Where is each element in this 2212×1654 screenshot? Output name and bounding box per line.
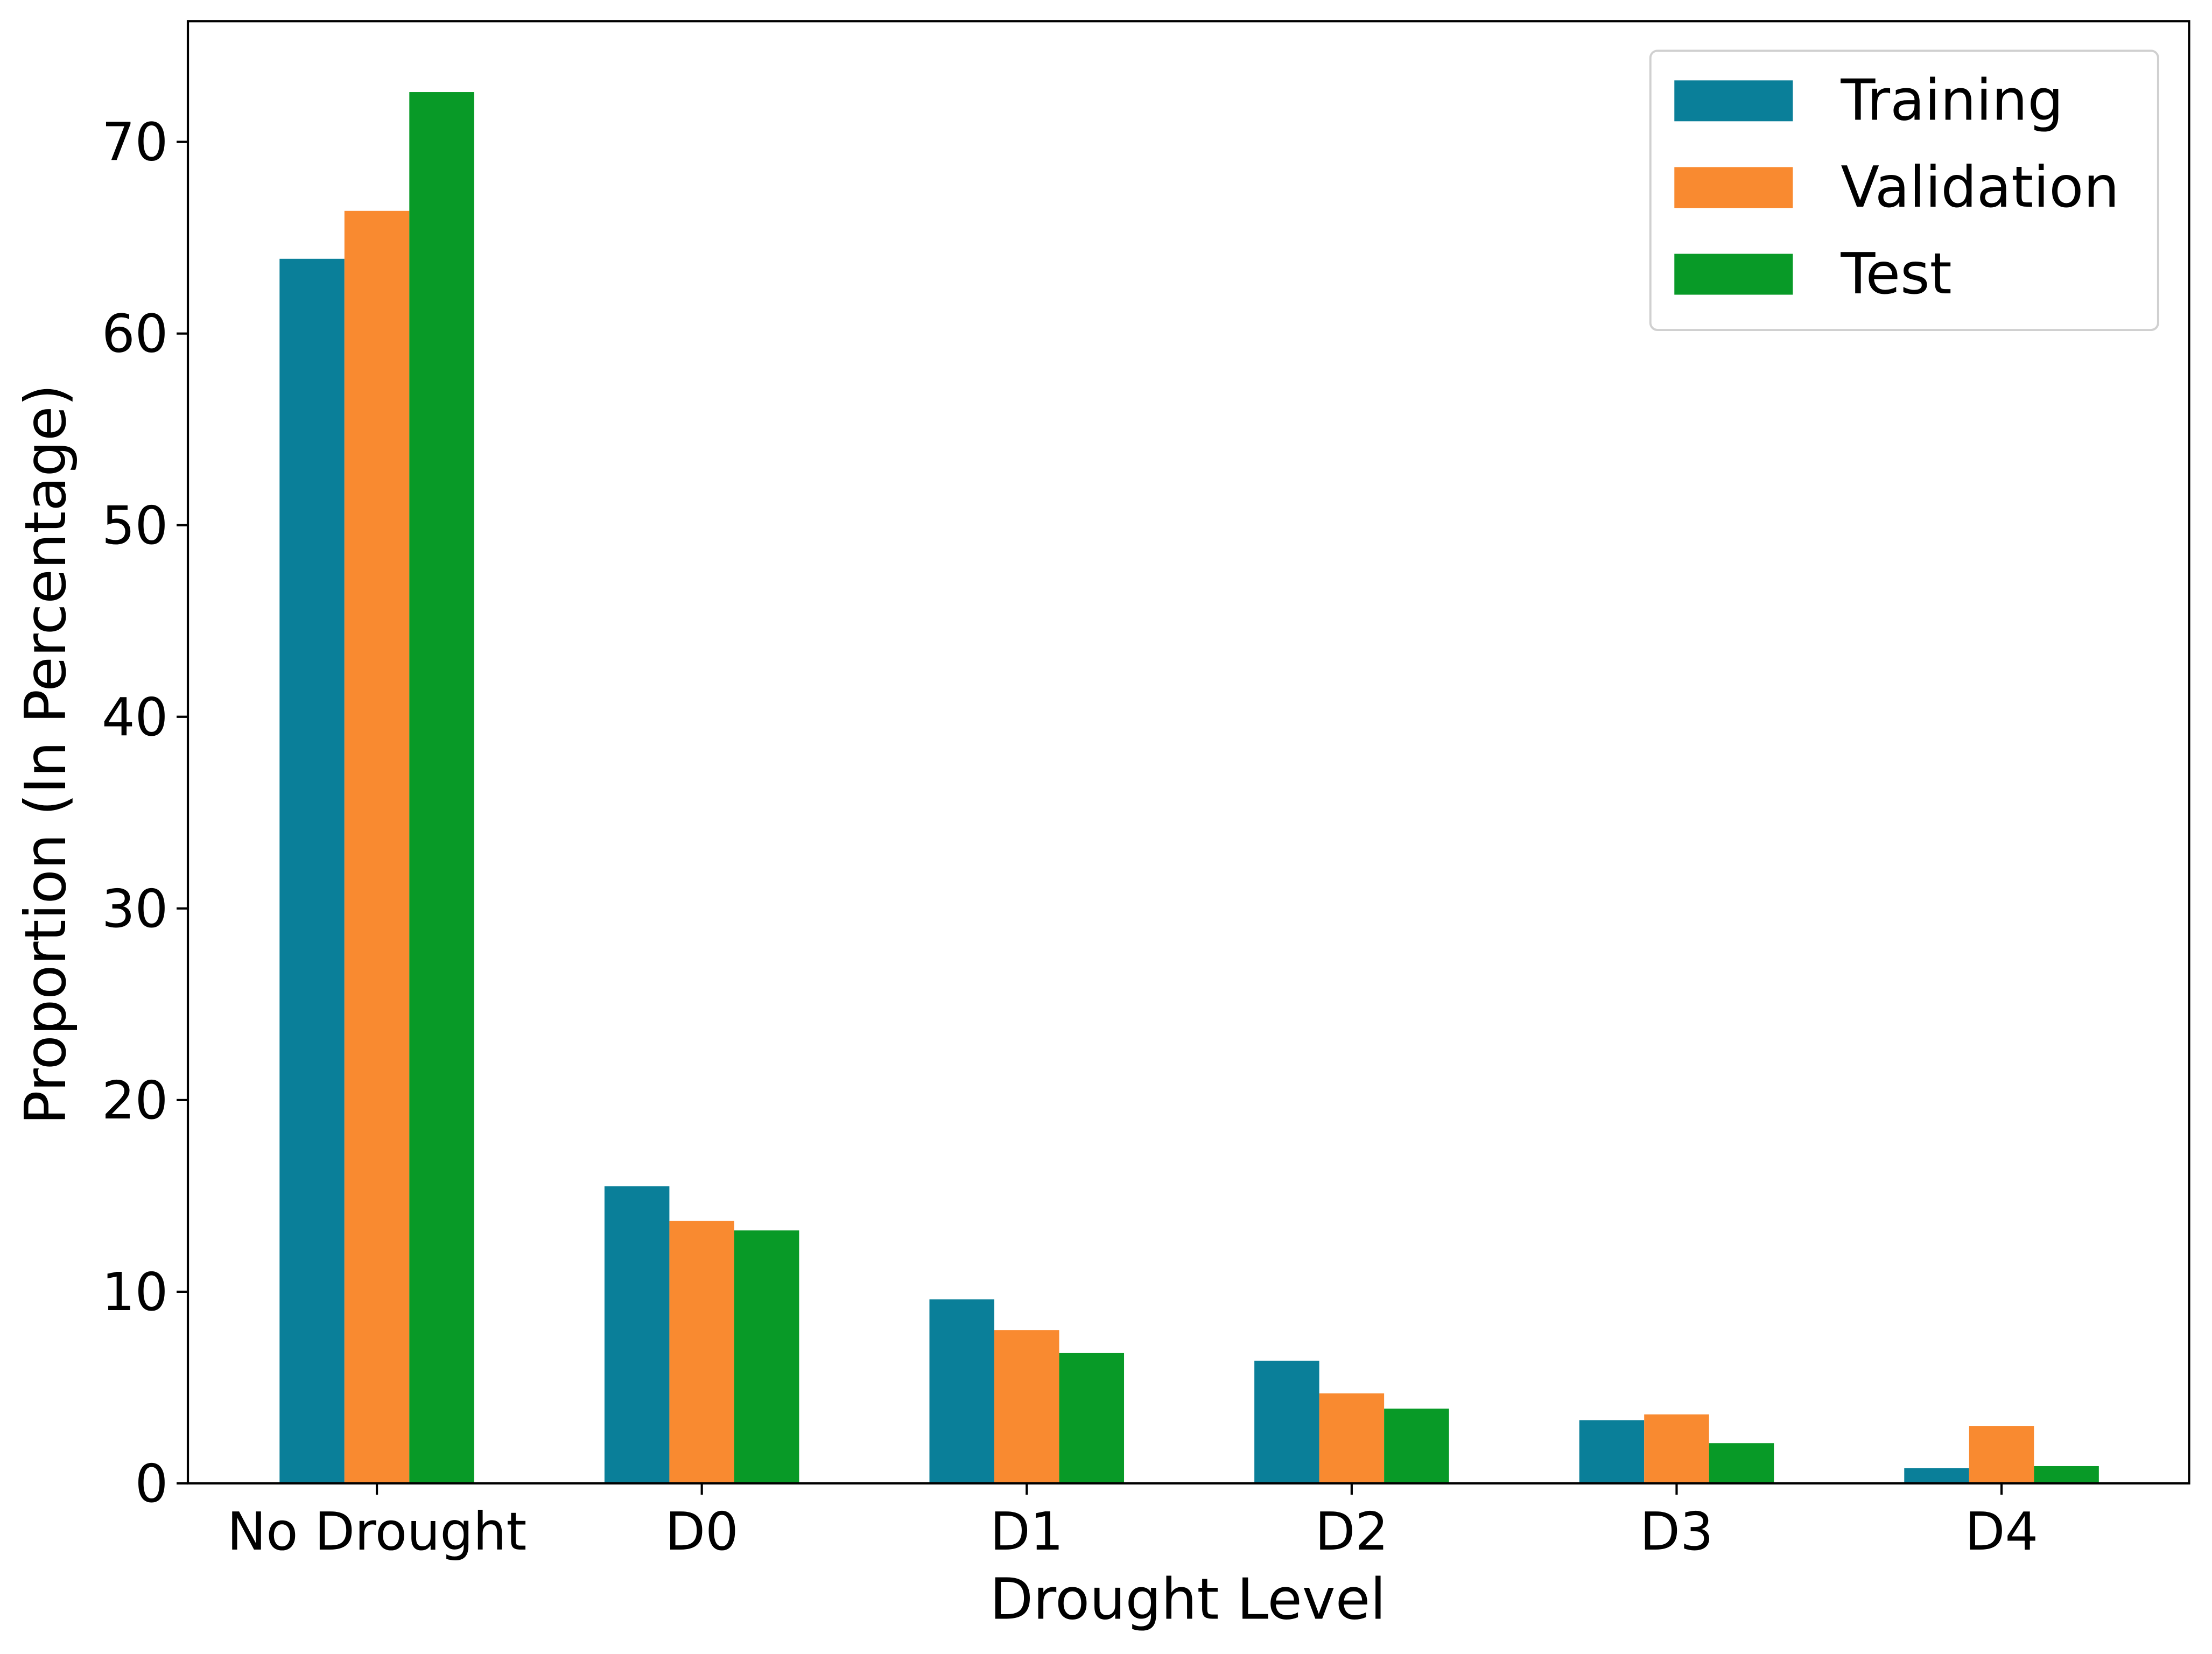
x-axis-label: Drought Level [990, 1567, 1386, 1632]
bar-test-d4 [2034, 1466, 2099, 1484]
legend: Training Validation Test [1649, 50, 2159, 331]
y-tick-label: 30 [102, 878, 168, 939]
y-tick-label: 40 [102, 687, 168, 748]
y-tick-label: 60 [102, 304, 168, 364]
bar-training-d1 [929, 1299, 995, 1484]
legend-label-test: Test [1840, 241, 1951, 307]
bar-test-d2 [1384, 1409, 1449, 1484]
x-tick-label: D0 [665, 1501, 739, 1562]
bar-validation-d0 [669, 1221, 734, 1484]
bar-validation-d2 [1319, 1393, 1385, 1484]
bar-test-no-drought [409, 92, 474, 1484]
y-axis-label: Proportion (In Percentage) [13, 384, 79, 1125]
legend-label-training: Training [1840, 68, 2063, 133]
bar-training-d2 [1254, 1361, 1319, 1484]
bar-test-d0 [734, 1230, 799, 1484]
x-axis: No Drought D0 D1 D2 D3 D4 [227, 1483, 2038, 1562]
x-tick-label: D1 [990, 1501, 1063, 1562]
y-tick-label: 10 [102, 1262, 168, 1322]
bar-training-d0 [604, 1186, 670, 1484]
bar-training-d3 [1579, 1420, 1645, 1484]
y-tick-label: 20 [102, 1070, 168, 1131]
bar-validation-d3 [1644, 1414, 1709, 1484]
bars-group [279, 92, 2099, 1484]
legend-swatch-validation [1674, 167, 1793, 208]
bar-test-d3 [1709, 1443, 1774, 1484]
bar-validation-d1 [994, 1330, 1059, 1484]
x-tick-label: D2 [1315, 1501, 1388, 1562]
y-tick-label: 70 [102, 112, 168, 173]
y-tick-label: 50 [102, 495, 168, 556]
bar-validation-no-drought [344, 210, 410, 1484]
legend-label-validation: Validation [1841, 154, 2119, 220]
bar-training-d4 [1904, 1468, 1969, 1484]
bar-test-d1 [1059, 1353, 1125, 1484]
x-tick-label: No Drought [227, 1501, 527, 1562]
bar-training-no-drought [279, 258, 345, 1484]
bar-validation-d4 [1969, 1426, 2034, 1484]
x-tick-label: D4 [1965, 1501, 2038, 1562]
y-tick-label: 0 [135, 1453, 168, 1514]
legend-swatch-training [1674, 80, 1793, 122]
plot-frame [186, 20, 2190, 1485]
y-axis: 0 10 20 30 40 50 60 70 [102, 112, 188, 1514]
x-tick-label: D3 [1640, 1501, 1713, 1562]
legend-swatch-test [1674, 254, 1793, 295]
